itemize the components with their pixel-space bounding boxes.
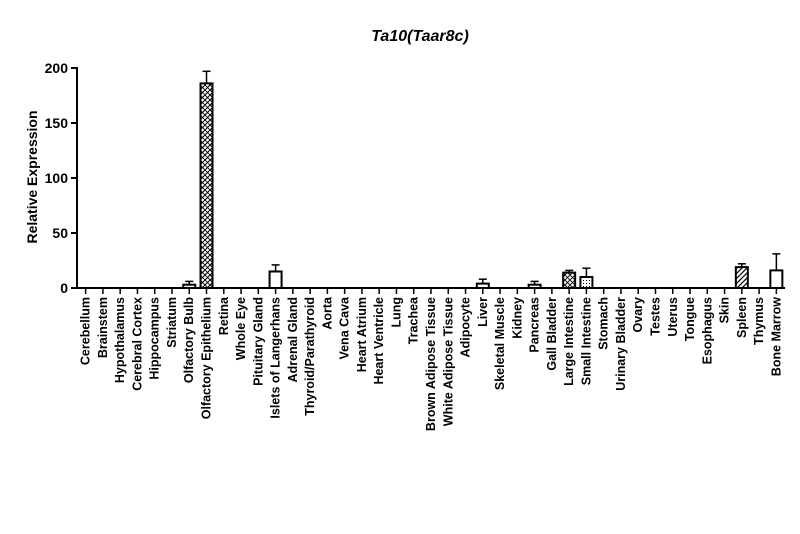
x-tick-label: Cerebellum	[79, 297, 93, 365]
x-tick-label: Skin	[718, 297, 732, 323]
x-tick-label: Brainstem	[96, 297, 110, 358]
x-tick-label: Skeletal Muscle	[493, 297, 507, 390]
x-tick-label: Pancreas	[528, 297, 542, 353]
y-tick-label: 0	[60, 280, 68, 296]
x-tick-label: Islets of Langerhans	[269, 297, 283, 419]
x-tick-label: Bone Marrow	[769, 297, 783, 376]
x-tick-label: Cerebral Cortex	[130, 297, 144, 391]
bar	[562, 271, 577, 290]
x-tick-label: Thyroid/Parathyroid	[303, 297, 317, 416]
x-tick-label: Esophagus	[700, 297, 714, 364]
x-tick-label: Thymus	[752, 297, 766, 345]
x-tick-label: Adrenal Gland	[286, 297, 300, 382]
x-tick-label: Small Intestine	[579, 297, 593, 385]
x-tick-label: Hypothalamus	[113, 297, 127, 383]
bars	[182, 70, 784, 290]
x-tick-label: Uterus	[666, 297, 680, 337]
y-axis-label: Relative Expression	[24, 110, 40, 243]
x-tick-label: Pituitary Gland	[251, 297, 265, 386]
bar	[734, 266, 749, 290]
x-tick-label: Urinary Bladder	[614, 297, 628, 391]
x-tick-label: Ovary	[631, 297, 645, 332]
x-tick-label: Gall Bladder	[545, 297, 559, 371]
x-tick-label: Hippocampus	[148, 297, 162, 380]
x-tick-label: Tongue	[683, 297, 697, 341]
x-tick-label: Spleen	[735, 297, 749, 338]
chart-title: Ta10(Taar8c)	[371, 28, 469, 45]
x-tick-label: Striatum	[165, 297, 179, 348]
bar	[199, 82, 214, 290]
x-tick-label: Whole Eye	[234, 297, 248, 360]
x-tick-label: Trachea	[407, 296, 421, 344]
x-tick-label: Lung	[389, 297, 403, 328]
x-tick-label: Olfactory Epithelium	[200, 297, 214, 419]
x-axis: Cerebellum Brainstem Hypothalamus Cerebral …	[77, 287, 785, 431]
x-tick-label: Aorta	[320, 296, 334, 330]
x-tick-label: Heart Ventricle	[372, 297, 386, 385]
bar	[268, 270, 283, 289]
x-tick-label: White Adipose Tissue	[441, 297, 455, 426]
x-tick-label: Adipocyte	[459, 297, 473, 357]
x-tick-label: Kidney	[510, 297, 524, 339]
y-tick-label: 150	[45, 115, 69, 131]
x-tick-label: Retina	[217, 296, 231, 335]
y-axis: 0 50 100 150 200	[45, 60, 78, 296]
x-tick-label: Stomach	[597, 297, 611, 350]
x-tick-label: Olfactory Bulb	[182, 297, 196, 383]
x-tick-label: Liver	[476, 297, 490, 327]
x-tick-label: Large Intestine	[562, 297, 576, 386]
bar	[579, 276, 594, 289]
x-tick-label: Heart Atrium	[355, 297, 369, 372]
y-tick-label: 100	[45, 170, 69, 186]
y-tick-label: 200	[45, 60, 69, 76]
y-tick-label: 50	[52, 225, 68, 241]
x-tick-label: Vena Cava	[338, 296, 352, 360]
bar	[769, 269, 784, 289]
x-tick-label: Testes	[648, 297, 662, 336]
x-tick-label: Brown Adipose Tissue	[424, 297, 438, 431]
